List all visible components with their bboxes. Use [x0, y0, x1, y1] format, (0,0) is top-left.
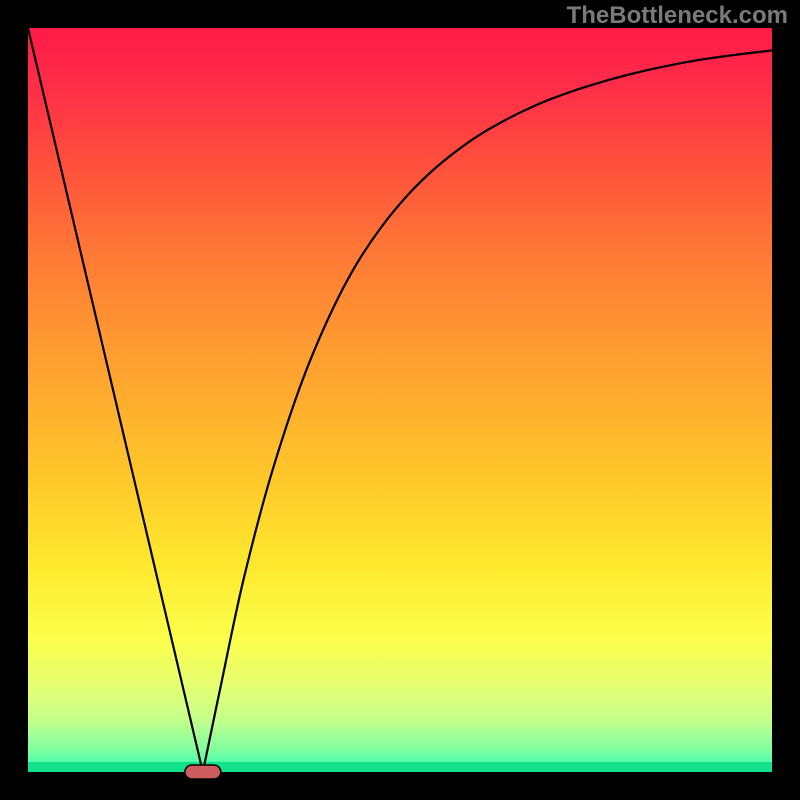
green-baseline-band [28, 762, 772, 772]
gradient-background [28, 28, 772, 772]
figure-container: TheBottleneck.com [0, 0, 800, 800]
optimum-marker [185, 765, 221, 779]
watermark-text: TheBottleneck.com [567, 2, 788, 30]
bottleneck-chart [0, 0, 800, 800]
